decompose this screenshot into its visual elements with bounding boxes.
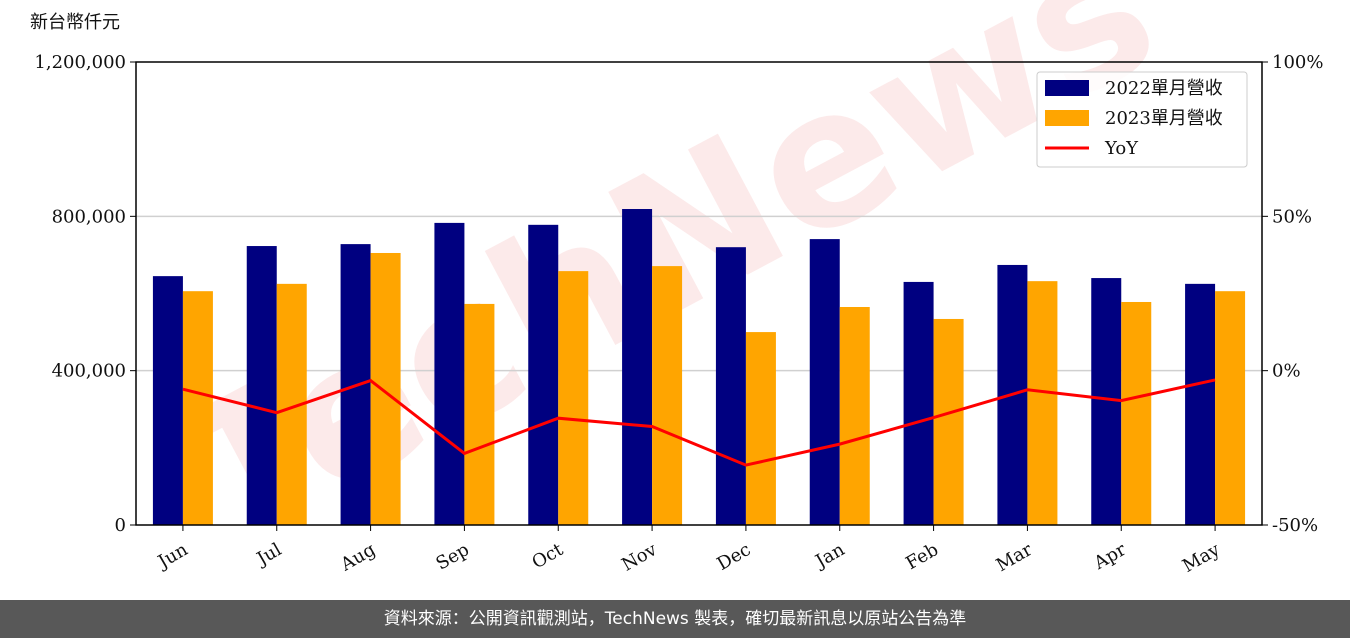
y-tick-label: 1,200,000 [34, 52, 126, 73]
bar [528, 224, 559, 526]
bar [152, 276, 183, 525]
x-tick-label: Nov [618, 539, 661, 576]
bar [1215, 291, 1246, 525]
legend-swatch [1045, 80, 1089, 96]
x-tick-label: Jan [810, 539, 848, 573]
bar [652, 266, 683, 525]
x-tick-label: Feb [902, 539, 942, 574]
bar [622, 209, 653, 525]
legend: 2022單月營收 2023單月營收 YoY [1036, 71, 1248, 168]
y2-tick-label: 50% [1272, 206, 1312, 227]
bar [1027, 281, 1058, 525]
x-tick-label: Mar [993, 539, 1037, 576]
bar [558, 271, 589, 525]
legend-label: 2022單月營收 [1105, 78, 1223, 99]
bar [809, 239, 840, 525]
y2-tick-label: 100% [1272, 52, 1323, 73]
bar [246, 246, 277, 526]
y-tick-label: 0 [115, 515, 126, 536]
chart: 新台幣仟元 TechNews 0400,000800,0001,200,000-… [30, 0, 1323, 588]
footer: 資料來源：公開資訊觀測站，TechNews 製表，確切最新訊息以原站公告為準 [0, 600, 1350, 638]
x-tick-label: Aug [336, 539, 379, 576]
x-tick-label: Jun [153, 539, 192, 574]
legend-swatch [1045, 110, 1089, 126]
y-tick-label: 800,000 [52, 206, 126, 227]
bar [839, 307, 870, 525]
x-tick-label: Sep [433, 539, 473, 574]
x-tick-label: Apr [1090, 539, 1130, 574]
bar [182, 291, 213, 525]
y-axis-label: 新台幣仟元 [30, 12, 120, 33]
y2-tick-label: 0% [1272, 361, 1301, 382]
x-tick-label: Oct [528, 539, 567, 574]
bar [434, 222, 465, 525]
line [182, 378, 1216, 467]
legend-box [1036, 71, 1248, 168]
x-tick-label: May [1179, 539, 1224, 577]
plot-frame [135, 61, 1263, 526]
legend-label: YoY [1104, 138, 1139, 159]
legend-label: 2023單月營收 [1105, 108, 1223, 129]
bar [745, 332, 776, 525]
bar [1185, 283, 1216, 525]
bar [1121, 301, 1152, 525]
bar [464, 303, 495, 525]
x-tick-label: Dec [713, 539, 754, 575]
bar [715, 247, 746, 525]
bar [933, 318, 964, 525]
bar [903, 281, 934, 525]
y-tick-label: 400,000 [52, 361, 126, 382]
bar [370, 252, 401, 526]
y2-tick-label: -50% [1272, 515, 1318, 536]
